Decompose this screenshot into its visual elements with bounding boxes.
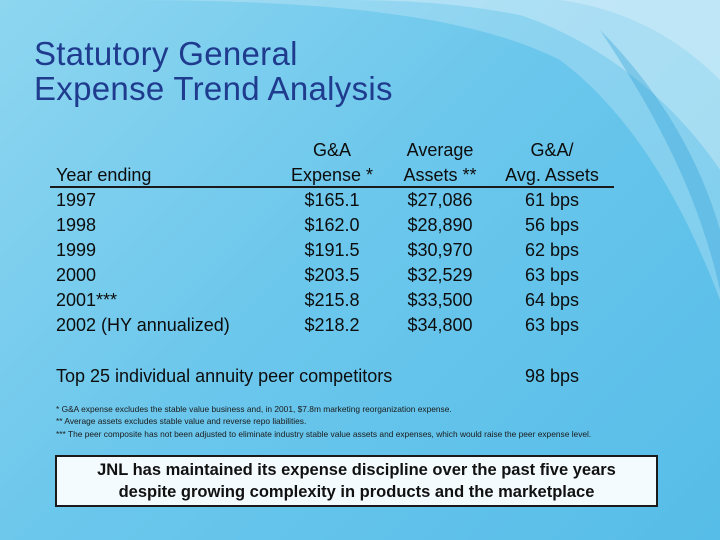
row-ga-expense: $165.1 <box>304 190 360 210</box>
row-year: 2001*** <box>56 290 118 310</box>
row-average-assets: $28,890 <box>407 215 473 235</box>
header-average-assets-line-1: Average <box>406 140 474 160</box>
row-average-assets: $33,500 <box>407 290 473 310</box>
row-average-assets: $34,800 <box>407 315 473 335</box>
row-ga-ratio: 63 bps <box>524 265 580 285</box>
header-average-assets-line-2: Assets ** <box>403 165 477 185</box>
footnotes: * G&A expense excludes the stable value … <box>56 403 591 440</box>
row-average-assets: $32,529 <box>407 265 473 285</box>
row-ga-ratio: 56 bps <box>524 215 580 235</box>
row-ga-expense: $203.5 <box>304 265 360 285</box>
page-title-line-1: Statutory General <box>34 35 298 72</box>
row-ga-expense: $215.8 <box>304 290 360 310</box>
peer-competitors-value: 98 bps <box>524 366 580 386</box>
header-year-ending: Year ending <box>56 165 152 185</box>
row-ga-ratio: 64 bps <box>524 290 580 310</box>
header-ga-per-assets-line-1: G&A/ <box>530 140 574 160</box>
row-ga-ratio: 62 bps <box>524 240 580 260</box>
row-average-assets: $30,970 <box>407 240 473 260</box>
callout-line-2: despite growing complexity in products a… <box>118 483 595 501</box>
row-ga-expense: $218.2 <box>304 315 360 335</box>
header-ga-expense-line-1: G&A <box>312 140 351 160</box>
row-ga-expense: $162.0 <box>304 215 360 235</box>
row-ga-ratio: 61 bps <box>524 190 580 210</box>
footnote-2: ** Average assets excludes stable value … <box>56 416 307 427</box>
callout-line-1: JNL has maintained its expense disciplin… <box>97 461 616 479</box>
footnote-3: *** The peer composite has not been adju… <box>56 428 592 439</box>
row-year: 2000 <box>56 265 97 285</box>
row-year: 1997 <box>56 190 97 210</box>
header-ga-per-assets-line-2: Avg. Assets <box>505 165 599 185</box>
footnote-1: * G&A expense excludes the stable value … <box>56 404 452 414</box>
header-underline <box>50 186 614 188</box>
key-message-callout: JNL has maintained its expense disciplin… <box>55 455 658 507</box>
row-year: 1999 <box>56 240 97 260</box>
page-title-line-2: Expense Trend Analysis <box>34 70 393 107</box>
row-ga-ratio: 63 bps <box>524 315 580 335</box>
row-ga-expense: $191.5 <box>304 240 360 260</box>
row-year: 2002 (HY annualized) <box>56 315 230 335</box>
header-ga-expense-line-2: Expense * <box>290 165 374 185</box>
row-year: 1998 <box>56 215 97 235</box>
row-average-assets: $27,086 <box>407 190 473 210</box>
peer-competitors-label: Top 25 individual annuity peer competito… <box>56 366 393 386</box>
page-title: Statutory General Expense Trend Analysis <box>34 36 393 106</box>
